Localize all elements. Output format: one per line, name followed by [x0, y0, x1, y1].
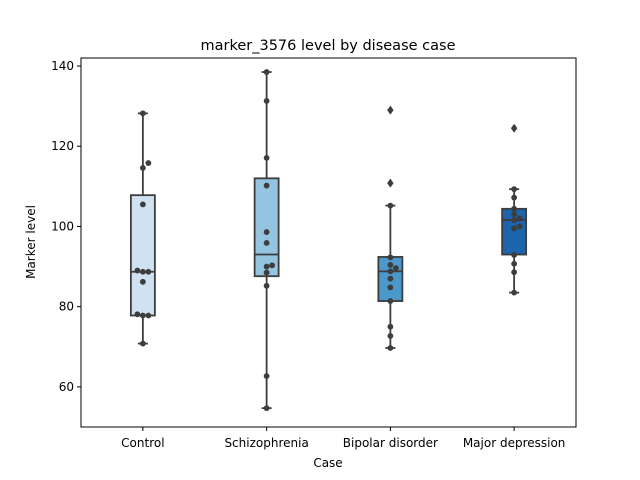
data-point: [387, 268, 394, 275]
x-axis-label: Case: [313, 456, 342, 470]
data-point: [263, 98, 270, 104]
outlier-marker: [387, 178, 394, 188]
data-point: [387, 262, 394, 268]
data-point: [387, 254, 394, 261]
data-point: [511, 186, 518, 193]
data-point: [387, 333, 394, 339]
data-point: [511, 269, 518, 276]
data-point: [145, 160, 152, 166]
y-tick-label: 120: [51, 139, 74, 153]
box-iqr: [129, 194, 156, 317]
data-point: [387, 345, 394, 351]
x-tick-label: Major depression: [463, 436, 566, 450]
data-point: [511, 260, 518, 267]
data-point: [269, 262, 276, 269]
data-point: [511, 225, 518, 232]
data-point: [134, 267, 141, 274]
data-point: [139, 268, 146, 275]
data-point: [511, 211, 518, 218]
x-tick-label: Schizophrenia: [224, 436, 308, 450]
y-tick-label: 100: [51, 219, 74, 233]
data-point: [392, 265, 399, 272]
y-tick-label: 80: [59, 300, 74, 314]
data-point: [263, 229, 270, 235]
data-point: [139, 278, 146, 285]
data-point: [387, 323, 394, 330]
data-point: [263, 373, 270, 379]
data-point: [511, 217, 518, 223]
y-axis-label: Marker level: [24, 205, 38, 279]
data-point: [511, 194, 518, 201]
plot-area: [129, 69, 528, 412]
data-point: [387, 275, 394, 282]
data-point: [263, 154, 270, 161]
chart-title: marker_3576 level by disease case: [201, 38, 456, 54]
data-point: [134, 311, 141, 318]
axes: 60 80 100 120 140 Control Schizophrenia Bipolar…: [51, 59, 565, 450]
data-point: [139, 312, 146, 319]
data-point: [263, 269, 270, 276]
y-tick-label: 140: [51, 59, 74, 73]
data-point: [263, 69, 270, 75]
box-iqr: [253, 177, 280, 278]
data-point: [139, 340, 146, 347]
data-point: [139, 201, 146, 208]
data-point: [387, 202, 394, 209]
data-point: [511, 289, 518, 296]
y-tick-label: 60: [59, 380, 74, 394]
data-point: [139, 110, 146, 117]
data-point: [145, 268, 152, 275]
data-point: [387, 298, 394, 304]
data-point: [516, 215, 523, 222]
x-tick-label: Control: [121, 436, 164, 450]
data-point: [516, 223, 523, 230]
data-point: [263, 240, 270, 246]
data-point: [263, 282, 270, 289]
data-point: [511, 205, 518, 212]
x-tick-label: Bipolar disorder: [343, 436, 438, 450]
data-point: [511, 252, 518, 258]
data-point: [387, 284, 394, 291]
box-group-schizophrenia: [253, 71, 280, 410]
data-point: [263, 405, 270, 412]
data-point: [139, 164, 146, 171]
data-point: [263, 182, 270, 189]
data-point: [263, 263, 270, 270]
data-point: [145, 312, 152, 319]
outlier-marker: [510, 123, 518, 133]
box-group-bipolar-disorder: [377, 105, 404, 349]
plot-frame: [80, 57, 577, 428]
box-group-control: [129, 112, 156, 345]
outlier-marker: [387, 105, 394, 115]
